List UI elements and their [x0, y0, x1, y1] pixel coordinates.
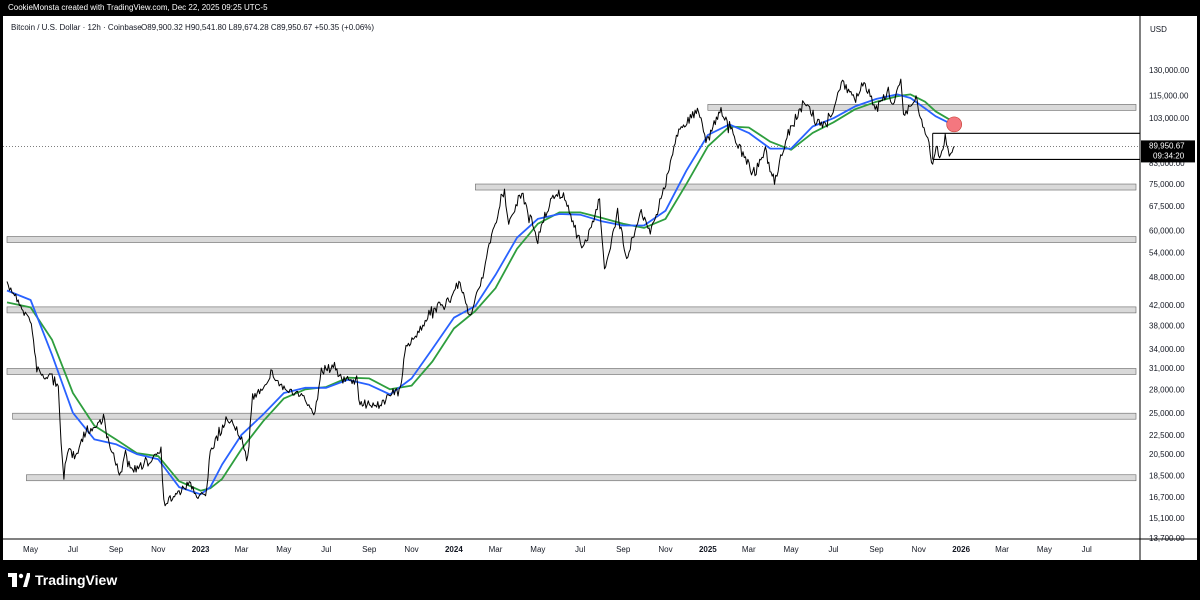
zone-band	[26, 474, 1137, 482]
bar-countdown-label: 09:34:20	[1153, 151, 1185, 160]
support-resistance-zones	[6, 104, 1137, 482]
chart-frame[interactable]: Bitcoin / U.S. Dollar · 12h · Coinbase O…	[3, 16, 1197, 560]
ma-slow-line[interactable]	[6, 93, 955, 492]
time-tick-label: Mar	[742, 545, 756, 554]
price-tick-label: 75,000.00	[1149, 180, 1185, 189]
symbol-legend: Bitcoin / U.S. Dollar · 12h · Coinbase	[11, 23, 142, 32]
tradingview-logo[interactable]: TradingView	[8, 572, 117, 588]
time-tick-label: Nov	[658, 545, 672, 554]
price-chart[interactable]: Bitcoin / U.S. Dollar · 12h · Coinbase O…	[3, 16, 1197, 560]
ma-fast-line[interactable]	[6, 93, 955, 496]
price-tick-label: 67,500.00	[1149, 202, 1185, 211]
zone-band	[6, 306, 1137, 314]
price-tick-label: 22,500.00	[1149, 431, 1185, 440]
price-tick-label: 18,500.00	[1149, 471, 1185, 480]
zone-band	[475, 183, 1137, 191]
zone-band	[707, 104, 1137, 111]
tradingview-logo-icon	[8, 573, 30, 587]
time-tick-label: Jul	[1082, 545, 1092, 554]
price-tick-label: 54,000.00	[1149, 249, 1185, 258]
price-tick-label: 130,000.00	[1149, 66, 1190, 75]
time-tick-label: May	[23, 545, 38, 554]
time-tick-label: Sep	[616, 545, 631, 554]
time-tick-label: Sep	[109, 545, 124, 554]
price-tick-label: 28,000.00	[1149, 385, 1185, 394]
time-tick-label: Mar	[995, 545, 1009, 554]
series-lines	[6, 78, 955, 507]
ohlc-legend: O89,900.32 H90,541.80 L89,674.28 C89,950…	[141, 23, 374, 32]
zone-band	[6, 368, 1137, 375]
time-tick-label: Nov	[151, 545, 165, 554]
current-price-badge: 89,950.67 09:34:20	[1141, 140, 1195, 163]
price-tick-label: 34,000.00	[1149, 345, 1185, 354]
time-tick-label: May	[784, 545, 799, 554]
price-tick-label: 103,000.00	[1149, 114, 1190, 123]
time-tick-label: Jul	[828, 545, 838, 554]
price-tick-label: 13,700.00	[1149, 534, 1185, 543]
price-tick-label: 38,000.00	[1149, 322, 1185, 331]
price-tick-label: 31,000.00	[1149, 364, 1185, 373]
price-tick-label: 42,000.00	[1149, 301, 1185, 310]
time-tick-label: 2023	[192, 545, 210, 554]
time-tick-label: 2024	[445, 545, 463, 554]
time-tick-label: May	[530, 545, 545, 554]
zone-band	[6, 236, 1137, 243]
price-tick-label: 16,700.00	[1149, 493, 1185, 502]
currency-label: USD	[1150, 25, 1167, 34]
time-tick-label: May	[1037, 545, 1052, 554]
marker-dot	[946, 116, 962, 133]
zone-band	[12, 412, 1137, 420]
range-box-lines	[932, 132, 1140, 161]
price-axis-ticks[interactable]: 130,000.00 115,000.00 103,000.00 83,000.00 7…	[1149, 66, 1190, 543]
time-tick-label: Nov	[404, 545, 418, 554]
axes: USD 130,000.00 115,000.00 103,000.00 83,000…	[3, 16, 1197, 560]
price-line[interactable]	[6, 78, 955, 507]
price-tick-label: 115,000.00	[1149, 91, 1189, 100]
price-tick-label: 20,500.00	[1149, 450, 1185, 459]
price-tick-label: 60,000.00	[1149, 227, 1185, 236]
time-tick-label: 2026	[952, 545, 970, 554]
price-tick-label: 83,000.00	[1149, 159, 1185, 168]
time-tick-label: 2025	[699, 545, 717, 554]
time-axis-ticks[interactable]: May Jul Sep Nov 2023 Mar May Jul Sep Nov 2024 Mar Ma…	[23, 545, 1092, 554]
time-tick-label: Sep	[869, 545, 884, 554]
attribution-text: CookieMonsta created with TradingView.co…	[8, 3, 268, 12]
price-tick-label: 25,000.00	[1149, 409, 1185, 418]
time-tick-label: Nov	[912, 545, 926, 554]
current-price-label: 89,950.67	[1149, 141, 1185, 150]
time-tick-label: Jul	[321, 545, 331, 554]
time-tick-label: Mar	[489, 545, 503, 554]
time-tick-label: Jul	[68, 545, 78, 554]
brand-name: TradingView	[35, 572, 118, 588]
price-tick-label: 15,100.00	[1149, 514, 1185, 523]
time-tick-label: Jul	[575, 545, 585, 554]
footer-bar: TradingView	[0, 560, 1200, 600]
current-price-badge-bg	[1141, 140, 1195, 163]
time-tick-label: May	[276, 545, 291, 554]
highlight-marker	[946, 116, 962, 133]
attribution-bar: CookieMonsta created with TradingView.co…	[0, 0, 1200, 16]
price-tick-label: 48,000.00	[1149, 273, 1185, 282]
time-tick-label: Sep	[362, 545, 377, 554]
time-tick-label: Mar	[235, 545, 249, 554]
